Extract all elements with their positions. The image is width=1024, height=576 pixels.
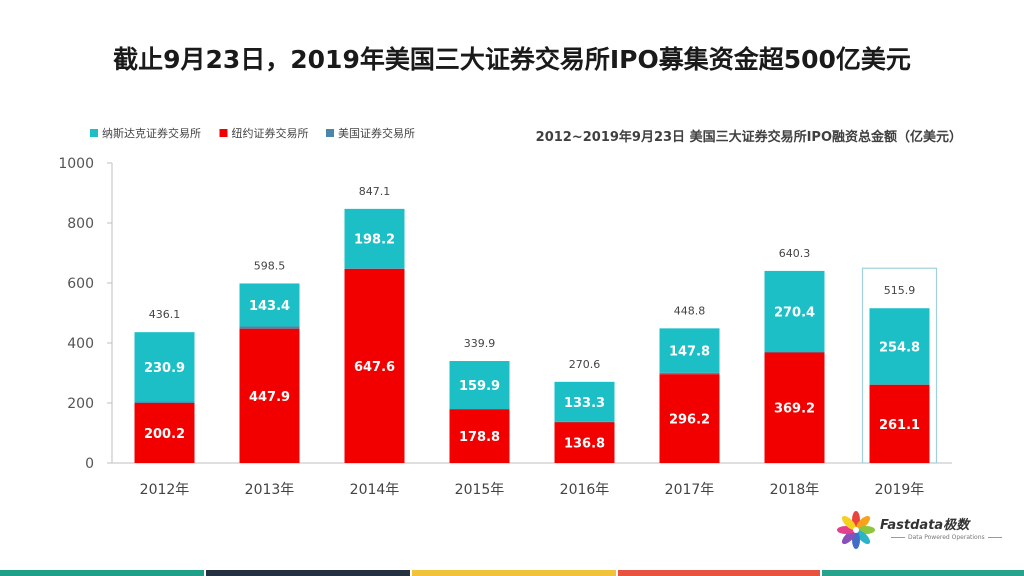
bar-value-label: 369.2 [774, 402, 815, 417]
bar-segment [239, 328, 300, 463]
bar-segment [344, 208, 405, 269]
total-label: 270.6 [569, 358, 601, 371]
bar-segment [869, 384, 930, 463]
bar-value-label: 270.4 [774, 305, 815, 320]
total-label: 640.3 [779, 247, 811, 260]
bar-segment [659, 372, 720, 375]
y-tick-label: 1000 [58, 156, 94, 172]
footer-stripe-1 [0, 570, 204, 576]
bar-segment [134, 402, 195, 463]
bar-value-label: 133.3 [564, 396, 605, 411]
bar-value-label: 254.8 [879, 340, 920, 355]
x-tick-label: 2016年 [560, 482, 610, 498]
y-tick-label: 800 [67, 216, 94, 232]
bar-segment [449, 409, 510, 463]
bar-segment [659, 328, 720, 373]
bar-segment [764, 352, 825, 353]
x-tick-label: 2012年 [140, 482, 190, 498]
bar-segment [764, 270, 825, 353]
bar-value-label: 647.6 [354, 360, 395, 375]
bar-segment [659, 374, 720, 463]
x-tick-label: 2013年 [245, 482, 295, 498]
total-label: 339.9 [464, 337, 496, 350]
y-tick-label: 200 [67, 396, 94, 412]
x-tick-label: 2014年 [350, 482, 400, 498]
bar-value-label: 261.1 [879, 418, 920, 433]
total-label: 847.1 [359, 185, 391, 198]
bar-value-label: 147.8 [669, 345, 710, 360]
total-label: 598.5 [254, 259, 286, 272]
footer-stripe-3 [412, 570, 616, 576]
bar-segment [764, 352, 825, 463]
bar-segment [239, 326, 300, 329]
bar-segment [554, 381, 615, 422]
legend-swatch [219, 129, 228, 137]
legend-swatch [326, 129, 334, 137]
x-tick-label: 2017年 [665, 482, 715, 498]
x-tick-label: 2018年 [770, 482, 820, 498]
bar-segment [344, 268, 405, 269]
y-tick-label: 600 [67, 276, 94, 292]
page-title: 截止9月23日，2019年美国三大证券交易所IPO募集资金超500亿美元 [113, 45, 911, 74]
legend-swatch [90, 129, 98, 137]
x-tick-label: 2019年 [875, 482, 925, 498]
bar-segment [449, 361, 510, 409]
footer-stripe-2 [206, 570, 410, 576]
bar-value-label: 296.2 [669, 413, 710, 428]
bar-value-label: 230.9 [144, 361, 185, 376]
footer-stripe-4 [618, 570, 820, 576]
bar-value-label: 159.9 [459, 379, 500, 394]
brand-tagline: Data Powered Operations [888, 534, 1005, 541]
flower-logo-icon [837, 511, 875, 549]
total-label: 436.1 [149, 308, 181, 321]
bar-segment [134, 401, 195, 403]
bar-segment [554, 421, 615, 423]
legend-label: 纽约证券交易所 [232, 126, 309, 140]
bar-value-label: 178.8 [459, 430, 500, 445]
total-label: 448.8 [674, 304, 706, 317]
bar-value-label: 447.9 [249, 390, 290, 405]
bar-segment [344, 268, 405, 463]
y-tick-label: 400 [67, 336, 94, 352]
footer-stripe-5 [822, 570, 1024, 576]
bar-value-label: 200.2 [144, 427, 185, 442]
total-label: 515.9 [884, 284, 916, 297]
brand-logo: Fastdata极数 Data Powered Operations [836, 508, 986, 556]
bar-segment [449, 409, 510, 410]
bar-segment [869, 308, 930, 385]
chart-title: 2012~2019年9月23日 美国三大证券交易所IPO融资总金额（亿美元） [536, 129, 962, 145]
brand-name: Fastdata极数 [880, 518, 970, 533]
x-tick-label: 2015年 [455, 482, 505, 498]
y-tick-label: 0 [85, 456, 94, 472]
bar-value-label: 136.8 [564, 436, 605, 451]
bar-segment [554, 421, 615, 463]
bar-segment [134, 332, 195, 402]
legend-label: 纳斯达克证券交易所 [102, 126, 201, 140]
legend-label: 美国证券交易所 [338, 126, 415, 140]
bar-segment [239, 283, 300, 327]
bar-value-label: 198.2 [354, 233, 395, 248]
bar-value-label: 143.4 [249, 299, 290, 314]
